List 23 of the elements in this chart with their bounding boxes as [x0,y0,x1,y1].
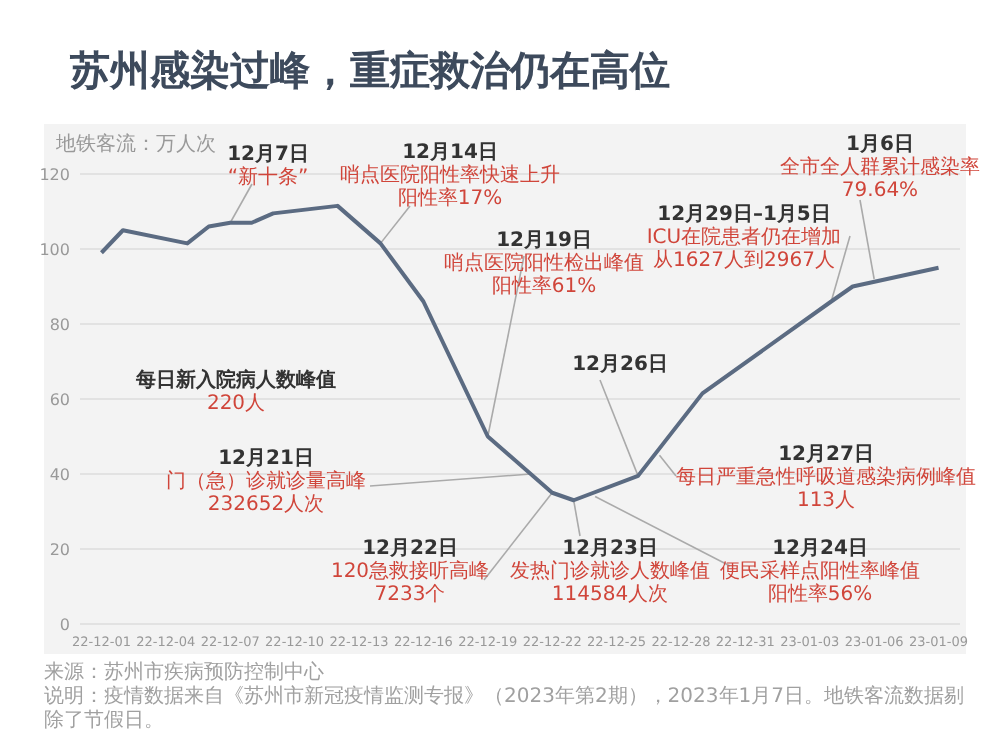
y-tick-label: 80 [49,316,70,334]
annotation: 12月27日每日严重急性呼吸道感染病例峰值113人 [676,444,976,512]
annotation: 12月7日“新十条” [227,144,309,189]
source-note: 来源：苏州市疾病预防控制中心 [44,662,326,685]
annotation: 12月29日–1月5日ICU在院患者仍在增加从1627人到2967人 [646,204,842,272]
y-tick-label: 60 [49,391,70,409]
y-tick-label: 40 [49,466,70,484]
y-tick-label: 0 [59,616,70,634]
annotation: 每日新入院病人数峰值220人 [134,368,336,415]
y-tick-label: 120 [39,166,70,184]
annotation: 12月19日哨点医院阳性检出峰值阳性率61% [444,230,644,298]
y-axis-title: 地铁客流：万人次 [54,132,216,156]
annotation: 12月26日 [572,354,668,376]
chart-title: 苏州感染过峰，重症救治仍在高位 [68,46,670,94]
annotation: 12月23日发热门诊就诊人数峰值114584人次 [510,538,710,606]
y-tick-label: 20 [49,541,70,559]
annotation: 12月24日便民采样点阳性率峰值阳性率56% [720,538,920,606]
text: 说明：疫情数据来自《苏州市新冠疫情监测专报》（2023年第2期），2023年1月7日。地铁客流数据剔除了节假日。 [44,686,964,734]
annotation: 12月21日门（急）诊就诊量高峰232652人次 [166,448,366,516]
annotation: 12月14日哨点医院阳性率快速上升阳性率17% [340,142,560,210]
y-tick-label: 100 [39,241,70,259]
annotation: 12月22日120急救接听高峰7233个 [330,538,490,606]
annotation: 1月6日全市全人群累计感染率79.64% [780,134,980,202]
